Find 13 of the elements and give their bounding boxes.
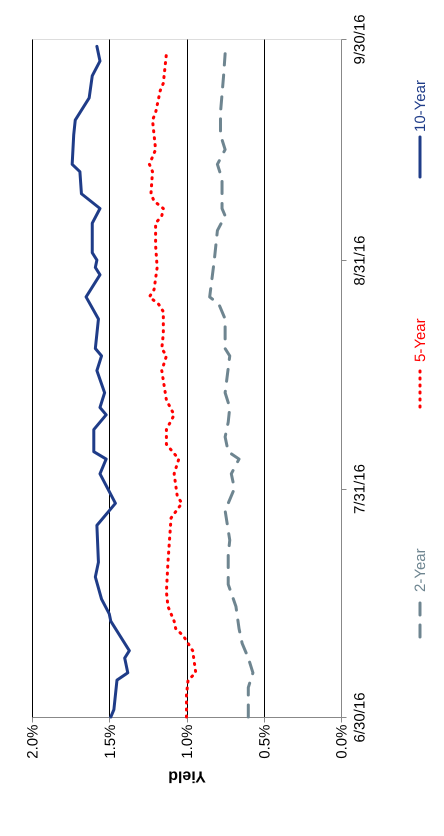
x-axis-title: Yield xyxy=(168,768,206,785)
y-tick-label: 6/30/16 xyxy=(352,692,368,743)
x-tick-label: 1.5% xyxy=(102,724,119,759)
x-tick-label: 2.0% xyxy=(24,724,42,759)
x-tick-label: 0.0% xyxy=(334,724,350,759)
y-tick-label: 8/31/16 xyxy=(352,236,368,286)
x-tick-label: 0.5% xyxy=(256,724,274,759)
text: 10-Year xyxy=(412,80,429,132)
y-tick-label: 7/31/16 xyxy=(352,464,368,514)
text: 5-Year xyxy=(412,318,429,362)
y-tick-label: 9/30/16 xyxy=(352,14,368,65)
x-tick-label: 1.0% xyxy=(179,724,196,759)
text: 2-Year xyxy=(412,548,429,592)
